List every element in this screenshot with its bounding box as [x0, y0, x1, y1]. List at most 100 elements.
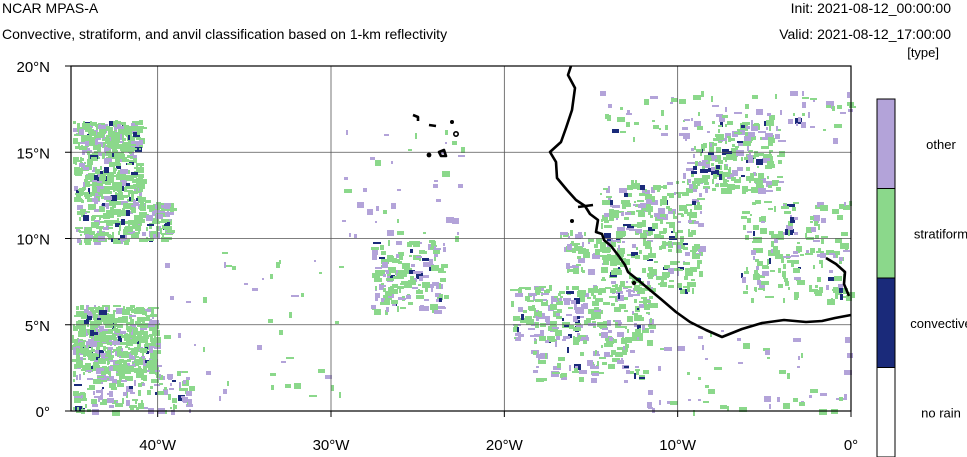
precip-pixel — [139, 192, 142, 197]
precip-pixel — [644, 99, 649, 105]
precip-pixel — [112, 341, 120, 345]
precip-pixel — [77, 123, 80, 127]
precip-pixel — [529, 293, 537, 296]
precip-pixel — [771, 234, 776, 238]
precip-pixel — [569, 365, 571, 371]
precip-pixel — [809, 285, 812, 290]
precip-pixel — [647, 300, 651, 303]
precip-pixel — [160, 228, 162, 234]
precip-pixel — [131, 194, 134, 200]
precip-pixel — [85, 129, 89, 132]
precip-pixel — [815, 235, 819, 239]
precip-pixel — [89, 184, 94, 186]
precip-pixel — [122, 158, 126, 162]
precip-pixel — [697, 198, 705, 200]
precip-pixel — [554, 296, 558, 298]
precip-pixel — [609, 337, 613, 341]
precip-pixel — [88, 311, 92, 316]
precip-pixel — [801, 353, 803, 358]
precip-pixel — [115, 321, 117, 325]
precip-pixel — [617, 117, 625, 122]
precip-pixel — [562, 318, 564, 321]
precip-pixel — [778, 160, 782, 164]
precip-pixel — [77, 312, 79, 314]
precip-pixel — [764, 396, 771, 402]
precip-pixel — [407, 268, 412, 271]
precip-pixel — [566, 291, 574, 294]
precip-pixel — [126, 400, 130, 406]
precip-pixel — [844, 245, 848, 249]
precip-pixel — [152, 359, 157, 365]
precip-pixel — [556, 336, 560, 340]
precip-pixel — [713, 138, 718, 141]
precip-pixel — [818, 224, 820, 230]
precip-pixel — [113, 305, 121, 307]
precip-pixel — [98, 153, 102, 156]
precip-pixel — [114, 152, 118, 157]
precip-pixel — [106, 224, 109, 229]
precip-pixel — [698, 336, 703, 339]
precip-pixel — [660, 348, 664, 350]
precip-pixel — [608, 198, 611, 201]
precip-pixel — [769, 258, 771, 264]
precip-pixel — [81, 317, 87, 319]
precip-pixel — [73, 326, 78, 331]
x-tick-label: 30°W — [313, 437, 351, 454]
precip-pixel — [556, 313, 560, 316]
precip-pixel — [610, 355, 613, 357]
precip-pixel — [138, 228, 140, 234]
precip-pixel — [314, 260, 316, 262]
precip-pixel — [87, 378, 93, 380]
precip-pixel — [629, 268, 631, 272]
precip-pixel — [153, 218, 156, 221]
precip-pixel — [756, 266, 759, 270]
precip-pixel — [545, 340, 549, 343]
precip-pixel — [118, 134, 124, 140]
precip-pixel — [631, 256, 637, 258]
precip-pixel — [642, 328, 649, 333]
precip-pixel — [133, 184, 139, 187]
precip-pixel — [104, 147, 111, 152]
precip-pixel — [143, 375, 147, 381]
precip-pixel — [684, 119, 690, 121]
precip-pixel — [116, 334, 123, 336]
precip-pixel — [573, 316, 578, 322]
precip-pixel — [615, 259, 618, 264]
precip-pixel — [714, 367, 722, 370]
precip-pixel — [809, 289, 815, 292]
precip-pixel — [657, 217, 665, 219]
init-time: Init: 2021-08-12_00:00:00 — [790, 0, 951, 16]
precip-pixel — [650, 96, 658, 99]
precip-pixel — [107, 378, 109, 380]
precip-pixel — [687, 282, 694, 287]
precip-pixel — [552, 327, 559, 329]
precip-pixel — [152, 365, 157, 369]
precip-pixel — [725, 124, 727, 127]
precip-pixel — [262, 278, 264, 280]
precip-pixel — [91, 157, 97, 161]
precip-pixel — [560, 374, 563, 378]
precip-pixel — [801, 122, 806, 128]
precip-pixel — [701, 91, 704, 97]
precip-pixel — [567, 244, 572, 250]
precip-pixel — [619, 188, 627, 193]
precip-pixel — [112, 182, 118, 188]
precip-pixel — [667, 193, 669, 196]
precip-pixel — [762, 137, 769, 140]
precip-pixel — [114, 318, 121, 323]
precip-pixel — [583, 252, 590, 258]
precip-pixel — [109, 383, 116, 388]
precip-pixel — [679, 205, 687, 211]
precip-pixel — [665, 125, 668, 130]
precip-pixel — [771, 249, 774, 253]
y-tick-label: 10°N — [16, 232, 50, 249]
precip-pixel — [125, 129, 133, 132]
precip-pixel — [624, 259, 630, 265]
precip-pixel — [844, 370, 852, 375]
precip-pixel — [711, 167, 715, 171]
precip-pixel — [556, 301, 563, 305]
precip-pixel — [151, 341, 153, 346]
precip-pixel — [847, 353, 853, 358]
precip-pixel — [431, 265, 439, 271]
